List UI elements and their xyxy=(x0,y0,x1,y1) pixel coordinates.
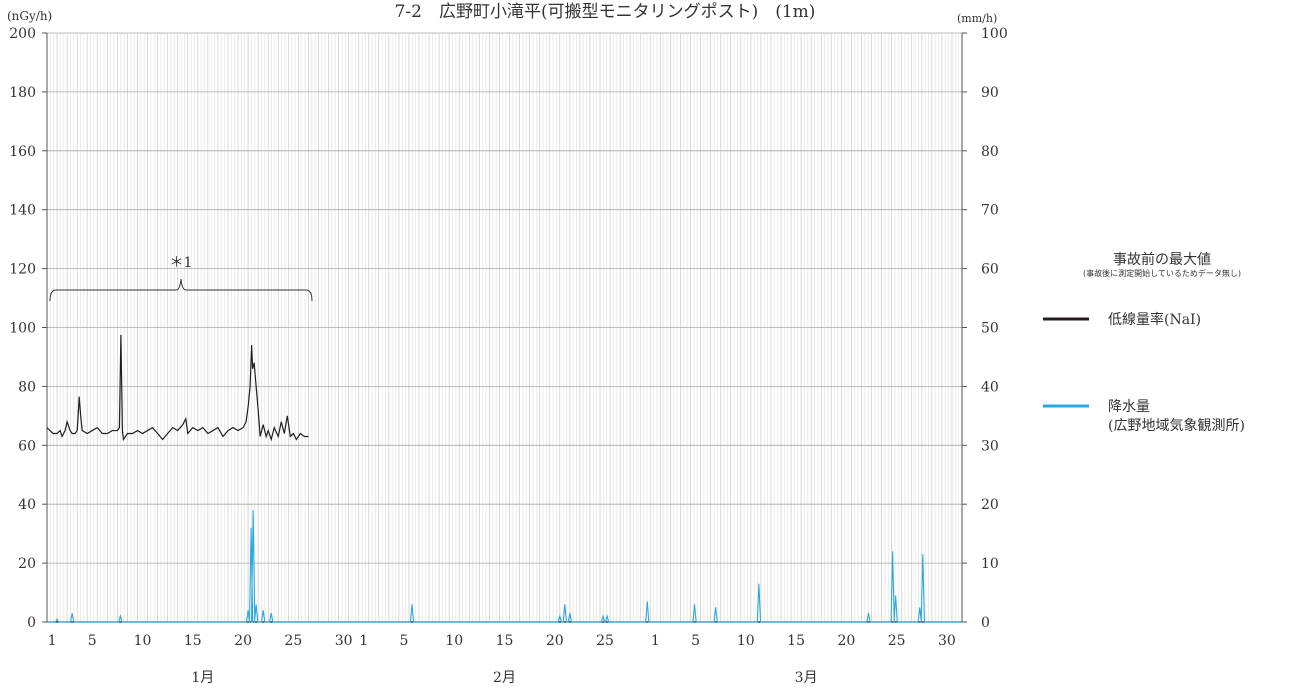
x-tick-label: 10 xyxy=(134,633,152,649)
bracket-path xyxy=(49,278,313,302)
legend: 事故前の最大値 (事故後に測定開始しているためデータ無し) 低線量率(NaI) … xyxy=(1043,251,1245,434)
x-tick-label: 1 xyxy=(359,633,368,649)
right-tick-label: 0 xyxy=(981,615,990,631)
annotation-bracket: ＊1 xyxy=(49,255,313,302)
left-tick-label: 200 xyxy=(9,26,36,42)
x-tick-label: 30 xyxy=(335,633,353,649)
right-tick-label: 100 xyxy=(981,26,1008,42)
x-tick-label: 15 xyxy=(496,633,514,649)
left-tick-label: 80 xyxy=(18,379,36,395)
month-label: 2月 xyxy=(493,670,516,686)
right-tick-label: 30 xyxy=(981,438,999,454)
x-tick-label: 25 xyxy=(888,633,906,649)
x-tick-label: 1 xyxy=(48,633,57,649)
x-tick-label: 25 xyxy=(596,633,614,649)
x-tick-label: 15 xyxy=(184,633,202,649)
left-tick-label: 180 xyxy=(9,85,36,101)
right-tick-label: 40 xyxy=(981,379,999,395)
right-tick-label: 80 xyxy=(981,144,999,160)
x-axis-tick-labels: 1 5 10 15 20 25 30 1 5 10 15 20 25 1 5 10 15 20 25 30 xyxy=(48,633,956,649)
legend-label-precipitation: 降水量 (広野地域気象観測所) xyxy=(1108,399,1245,434)
x-tick-label: 20 xyxy=(234,633,252,649)
x-tick-label: 15 xyxy=(787,633,805,649)
series-line-nai xyxy=(46,334,309,442)
right-tick-label: 70 xyxy=(981,203,999,219)
left-tick-label: 60 xyxy=(18,438,36,454)
legend-label-nai: 低線量率(NaI) xyxy=(1108,311,1201,328)
left-tick-label: 0 xyxy=(27,615,36,631)
left-axis-unit: (nGy/h) xyxy=(7,9,52,23)
legend-label-line: (広野地域気象観測所) xyxy=(1108,417,1245,434)
left-tick-label: 140 xyxy=(9,203,36,219)
annotation-label: ＊1 xyxy=(170,255,193,271)
left-tick-label: 20 xyxy=(18,556,36,572)
x-tick-label: 5 xyxy=(88,633,97,649)
x-tick-label: 30 xyxy=(938,633,956,649)
right-axis-unit: (mm/h) xyxy=(957,12,997,25)
month-label: 3月 xyxy=(795,670,818,686)
right-tick-label: 50 xyxy=(981,321,999,337)
x-tick-label: 20 xyxy=(837,633,855,649)
left-tick-label: 40 xyxy=(18,497,36,513)
month-labels: 1月 2月 3月 xyxy=(191,670,817,686)
left-axis-tick-labels: 0 20 40 60 80 100 120 140 160 180 200 xyxy=(9,26,36,631)
legend-label-line: 降水量 xyxy=(1108,399,1150,415)
left-tick-label: 120 xyxy=(9,262,36,278)
x-tick-label: 1 xyxy=(651,633,660,649)
data-series xyxy=(46,334,962,623)
right-tick-label: 20 xyxy=(981,497,999,513)
right-tick-label: 90 xyxy=(981,85,999,101)
left-tick-label: 100 xyxy=(9,321,36,337)
horizontal-gridlines xyxy=(42,32,967,623)
left-tick-label: 160 xyxy=(9,144,36,160)
x-tick-label: 10 xyxy=(445,633,463,649)
x-tick-label: 20 xyxy=(546,633,564,649)
right-tick-label: 10 xyxy=(981,556,999,572)
series-line-precipitation xyxy=(47,510,962,623)
x-tick-label: 5 xyxy=(691,633,700,649)
legend-heading: 事故前の最大値 xyxy=(1113,251,1211,268)
legend-subheading: (事故後に測定開始しているためデータ無し) xyxy=(1083,268,1241,278)
right-tick-label: 60 xyxy=(981,262,999,278)
right-axis-tick-labels: 0 10 20 30 40 50 60 70 80 90 100 xyxy=(981,26,1008,631)
x-tick-label: 10 xyxy=(737,633,755,649)
x-tick-label: 5 xyxy=(399,633,408,649)
chart-title: 7-2 広野町小滝平(可搬型モニタリングポスト) (1m) xyxy=(395,2,816,22)
month-label: 1月 xyxy=(191,670,214,686)
x-tick-label: 25 xyxy=(284,633,302,649)
